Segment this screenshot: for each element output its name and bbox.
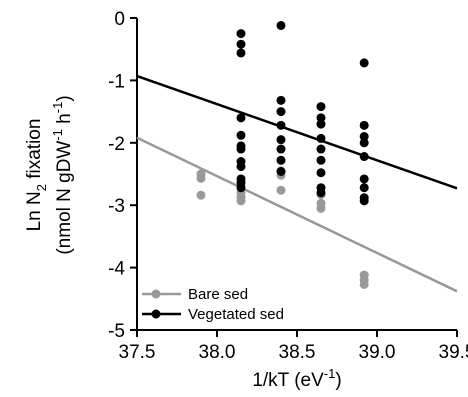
data-point-vegetated-sed	[359, 196, 369, 206]
data-point-vegetated-sed	[359, 183, 369, 193]
data-point-bare-sed	[276, 185, 286, 195]
data-points	[196, 20, 369, 289]
data-point-vegetated-sed	[359, 174, 369, 184]
x-tick-label: 38.5	[279, 342, 316, 363]
data-point-vegetated-sed	[316, 113, 326, 123]
data-point-vegetated-sed	[316, 188, 326, 198]
data-point-vegetated-sed	[316, 168, 326, 178]
y-axis-title-2: (nmol N gDW-1 h-1)	[50, 95, 75, 254]
y-axis-title: Ln N2 fixation	[24, 119, 49, 232]
y-tick-label: -3	[108, 196, 125, 217]
data-point-vegetated-sed	[359, 152, 369, 162]
y-tick-label: -1	[108, 71, 125, 92]
data-point-vegetated-sed	[276, 144, 286, 154]
x-tick-label: 37.5	[119, 342, 156, 363]
data-point-vegetated-sed	[276, 120, 286, 130]
legend-marker-vegetated-sed	[151, 309, 161, 319]
fit-line-vegetated-sed	[136, 74, 458, 190]
data-point-vegetated-sed	[236, 162, 246, 172]
y-tick-label: 0	[114, 9, 125, 30]
legend-item-vegetated-sed: Vegetated sed	[142, 306, 284, 323]
x-tick-label: 39.5	[439, 342, 468, 363]
data-point-vegetated-sed	[316, 133, 326, 143]
legend: Bare sed Vegetated sed	[142, 286, 284, 323]
data-point-vegetated-sed	[276, 20, 286, 30]
data-point-vegetated-sed	[236, 130, 246, 140]
data-point-vegetated-sed	[276, 155, 286, 165]
data-point-vegetated-sed	[236, 183, 246, 193]
data-point-vegetated-sed	[359, 58, 369, 68]
data-point-bare-sed	[196, 173, 206, 183]
data-point-vegetated-sed	[276, 107, 286, 117]
data-point-vegetated-sed	[316, 102, 326, 112]
y-tick-label: -2	[108, 134, 125, 155]
data-point-vegetated-sed	[359, 138, 369, 148]
data-point-bare-sed	[316, 203, 326, 213]
legend-marker-bare-sed	[151, 289, 161, 299]
fit-lines	[136, 74, 458, 293]
y-tick-label: -4	[108, 259, 125, 280]
data-point-vegetated-sed	[316, 144, 326, 154]
data-point-bare-sed	[196, 190, 206, 200]
data-point-bare-sed	[359, 279, 369, 289]
y-axis-title-line2: (nmol N gDW-1 h-1)	[50, 95, 75, 254]
data-point-vegetated-sed	[359, 132, 369, 142]
data-point-vegetated-sed	[236, 39, 246, 49]
legend-label-bare-sed: Bare sed	[188, 286, 248, 303]
data-point-vegetated-sed	[276, 167, 286, 177]
data-point-bare-sed	[236, 196, 246, 206]
data-point-vegetated-sed	[236, 144, 246, 154]
ticks: 37.5 38.0 38.5 39.0 39.5 0 -1 -2 -3 -4 -5	[108, 9, 468, 363]
y-tick-label: -5	[108, 321, 125, 342]
y-axis-title-line1: Ln N2 fixation	[24, 119, 49, 232]
data-point-vegetated-sed	[236, 48, 246, 58]
data-point-vegetated-sed	[236, 29, 246, 39]
legend-item-bare-sed: Bare sed	[142, 286, 248, 303]
data-point-vegetated-sed	[236, 113, 246, 123]
legend-label-vegetated-sed: Vegetated sed	[188, 306, 284, 323]
data-point-vegetated-sed	[276, 95, 286, 105]
axes	[136, 18, 457, 331]
data-point-vegetated-sed	[276, 135, 286, 145]
data-point-vegetated-sed	[316, 155, 326, 165]
x-tick-label: 39.0	[359, 342, 396, 363]
data-point-vegetated-sed	[316, 119, 326, 129]
data-point-vegetated-sed	[359, 120, 369, 130]
x-axis-title: 1/kT (eV-1)	[252, 366, 341, 391]
x-tick-label: 38.0	[199, 342, 236, 363]
fit-line-bare-sed	[136, 136, 458, 293]
